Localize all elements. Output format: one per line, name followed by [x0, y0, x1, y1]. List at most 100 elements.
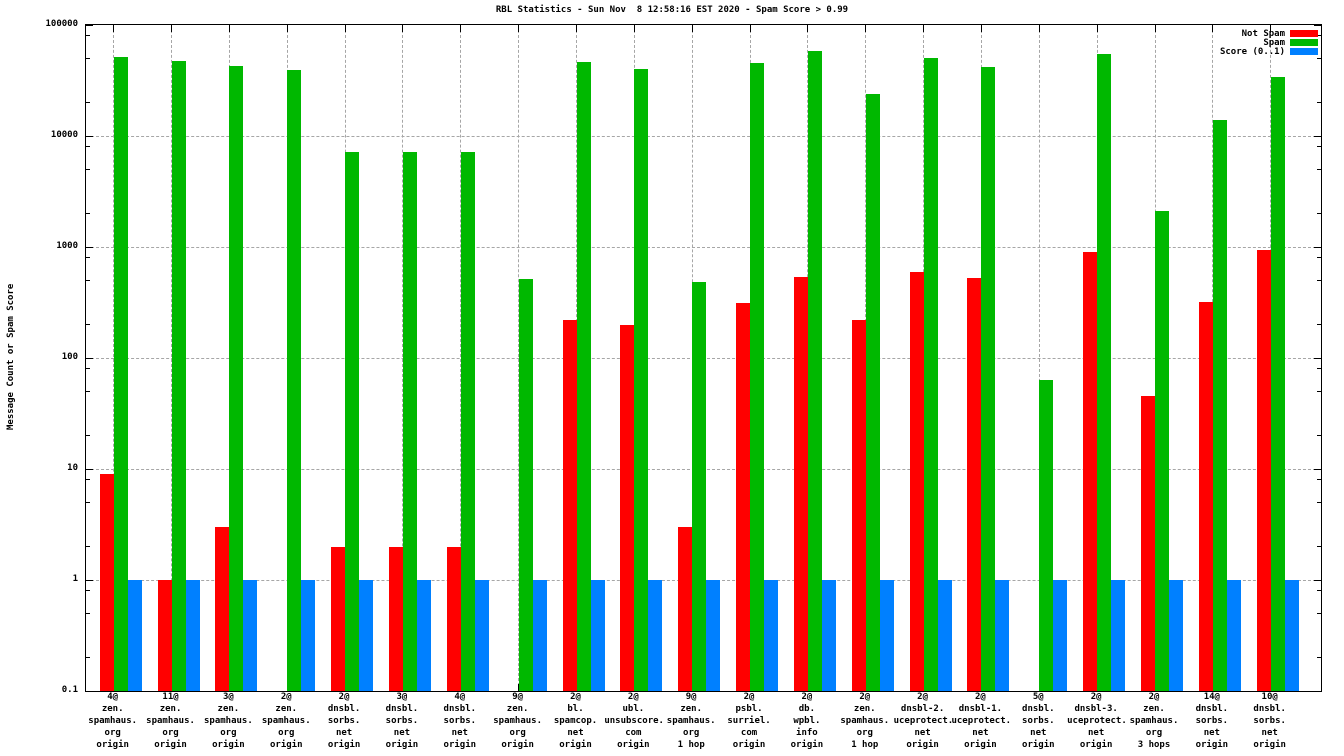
- x-category-label-line: origin: [96, 740, 129, 750]
- x-category-label-line: zen.: [506, 704, 529, 714]
- x-category-label: 2@ db. wpbl. info origin: [778, 691, 836, 751]
- x-category-label-line: unsubscore.: [604, 716, 664, 726]
- bar-not-spam: [388, 546, 403, 691]
- x-category-label-line: dnsbl.: [1253, 704, 1286, 714]
- x-tick-top: [518, 25, 520, 32]
- y-major-tick-right: [1314, 468, 1321, 470]
- x-category-label-line: sorbs.: [1195, 716, 1229, 726]
- x-category-label-line: origin: [964, 740, 997, 750]
- y-minor-tick-right: [1317, 612, 1321, 614]
- legend-label: Spam: [1263, 37, 1285, 48]
- x-category-label-line: org: [220, 728, 237, 738]
- bar-not-spam: [736, 303, 751, 691]
- x-tick-top: [113, 25, 115, 32]
- x-category-label-line: 2@: [917, 692, 929, 702]
- x-tick-top: [1270, 25, 1272, 32]
- x-category-label-line: 3@: [222, 692, 234, 702]
- y-major-tick-left: [86, 24, 93, 26]
- bar-score-0-1: [821, 580, 836, 691]
- x-tick-top: [1038, 25, 1040, 32]
- legend-swatch: [1290, 39, 1318, 46]
- y-tick-label: 0.1: [61, 685, 78, 695]
- bar-not-spam: [1198, 301, 1213, 691]
- y-minor-tick-left: [86, 57, 90, 59]
- bar-spam: [460, 151, 475, 691]
- bar-spam: [518, 279, 533, 691]
- y-minor-tick-right: [1317, 213, 1321, 215]
- x-category-label-line: zen.: [853, 704, 876, 714]
- x-tick-top: [1154, 25, 1156, 32]
- x-category-label-line: dnsbl.: [1195, 704, 1229, 714]
- bar-not-spam: [331, 546, 346, 691]
- x-category-label-line: net: [1088, 728, 1105, 738]
- x-category-label-line: spamhaus.: [204, 716, 253, 726]
- bar-score-0-1: [937, 580, 952, 691]
- x-tick-top: [807, 25, 809, 32]
- y-minor-tick-left: [86, 279, 90, 281]
- x-category-label-line: dnsbl-2.: [900, 704, 945, 714]
- x-category-label-line: wpbl.: [793, 716, 821, 726]
- bar-score-0-1: [1169, 580, 1183, 691]
- x-tick-top: [344, 25, 346, 32]
- x-category-label-line: origin: [1079, 740, 1113, 750]
- bar-spam: [923, 58, 938, 691]
- x-category-label: 10@ dnsbl. sorbs. net origin: [1241, 691, 1299, 751]
- x-category-label: 2@ psbl. surriel. com origin: [720, 691, 778, 751]
- x-category-label: 2@ ubl. unsubscore. com origin: [604, 691, 664, 751]
- x-category-label: 3@ dnsbl. sorbs. net origin: [373, 691, 431, 751]
- x-category-label-line: com: [625, 728, 642, 738]
- x-category-label: 2@ bl. spamcop. net origin: [547, 691, 605, 751]
- y-minor-tick-left: [86, 590, 90, 592]
- y-major-tick-right: [1314, 246, 1321, 248]
- x-category-label-line: dnsbl.: [327, 704, 361, 714]
- legend-swatch: [1290, 48, 1318, 55]
- y-minor-tick-left: [86, 324, 90, 326]
- x-category-label-line: 2@: [280, 692, 292, 702]
- legend-swatch: [1290, 30, 1318, 37]
- y-minor-tick-left: [86, 257, 90, 259]
- x-category-label-line: zen.: [101, 704, 124, 714]
- bar-not-spam: [967, 277, 982, 691]
- bar-spam: [692, 282, 707, 691]
- x-category-label-line: 9@: [512, 692, 524, 702]
- x-category-label-line: 2@: [743, 692, 755, 702]
- bar-spam: [402, 151, 417, 691]
- x-category-label-line: origin: [559, 740, 592, 750]
- y-minor-tick-right: [1317, 390, 1321, 392]
- x-category-label: 2@ dnsbl-3. uceprotect. net origin: [1067, 691, 1127, 751]
- x-category-label-line: 11@: [162, 692, 179, 702]
- y-major-tick-right: [1314, 24, 1321, 26]
- bar-spam: [1270, 77, 1285, 691]
- y-tick-label: 1000: [56, 241, 78, 251]
- x-category-label-line: 3@: [396, 692, 408, 702]
- y-tick-label: 100000: [45, 19, 78, 29]
- bar-score-0-1: [243, 580, 258, 691]
- x-category-label: 14@ dnsbl. sorbs. net origin: [1183, 691, 1241, 751]
- x-tick-top: [980, 25, 982, 32]
- y-minor-tick-right: [1317, 657, 1321, 659]
- x-category-label-line: uceprotect.: [893, 716, 954, 726]
- x-tick-top: [691, 25, 693, 32]
- x-tick-top: [633, 25, 635, 32]
- y-minor-tick-left: [86, 612, 90, 614]
- x-category-label-line: 2@: [627, 692, 639, 702]
- x-category-label: 2@ zen. spamhaus. org 1 hop: [836, 691, 894, 751]
- y-minor-tick-left: [86, 657, 90, 659]
- x-category-label-line: dnsbl-3.: [1074, 704, 1118, 714]
- x-category-label-line: org: [162, 728, 179, 738]
- x-tick-top: [460, 25, 462, 32]
- x-category-label-line: sorbs.: [327, 716, 361, 726]
- x-category-label-line: origin: [501, 740, 534, 750]
- y-minor-tick-right: [1317, 368, 1321, 370]
- x-category-label: 5@ dnsbl. sorbs. net origin: [1009, 691, 1067, 751]
- chart-title: RBL Statistics - Sun Nov 8 12:58:16 EST …: [495, 5, 849, 15]
- bar-score-0-1: [706, 580, 721, 691]
- y-minor-tick-left: [86, 435, 90, 437]
- x-category-label-line: 2@: [338, 692, 350, 702]
- x-category-label-line: spamhaus.: [261, 716, 311, 726]
- bar-not-spam: [678, 527, 693, 691]
- x-tick-top: [865, 25, 867, 32]
- y-minor-tick-left: [86, 390, 90, 392]
- x-category-label-line: 3 hops: [1137, 740, 1171, 750]
